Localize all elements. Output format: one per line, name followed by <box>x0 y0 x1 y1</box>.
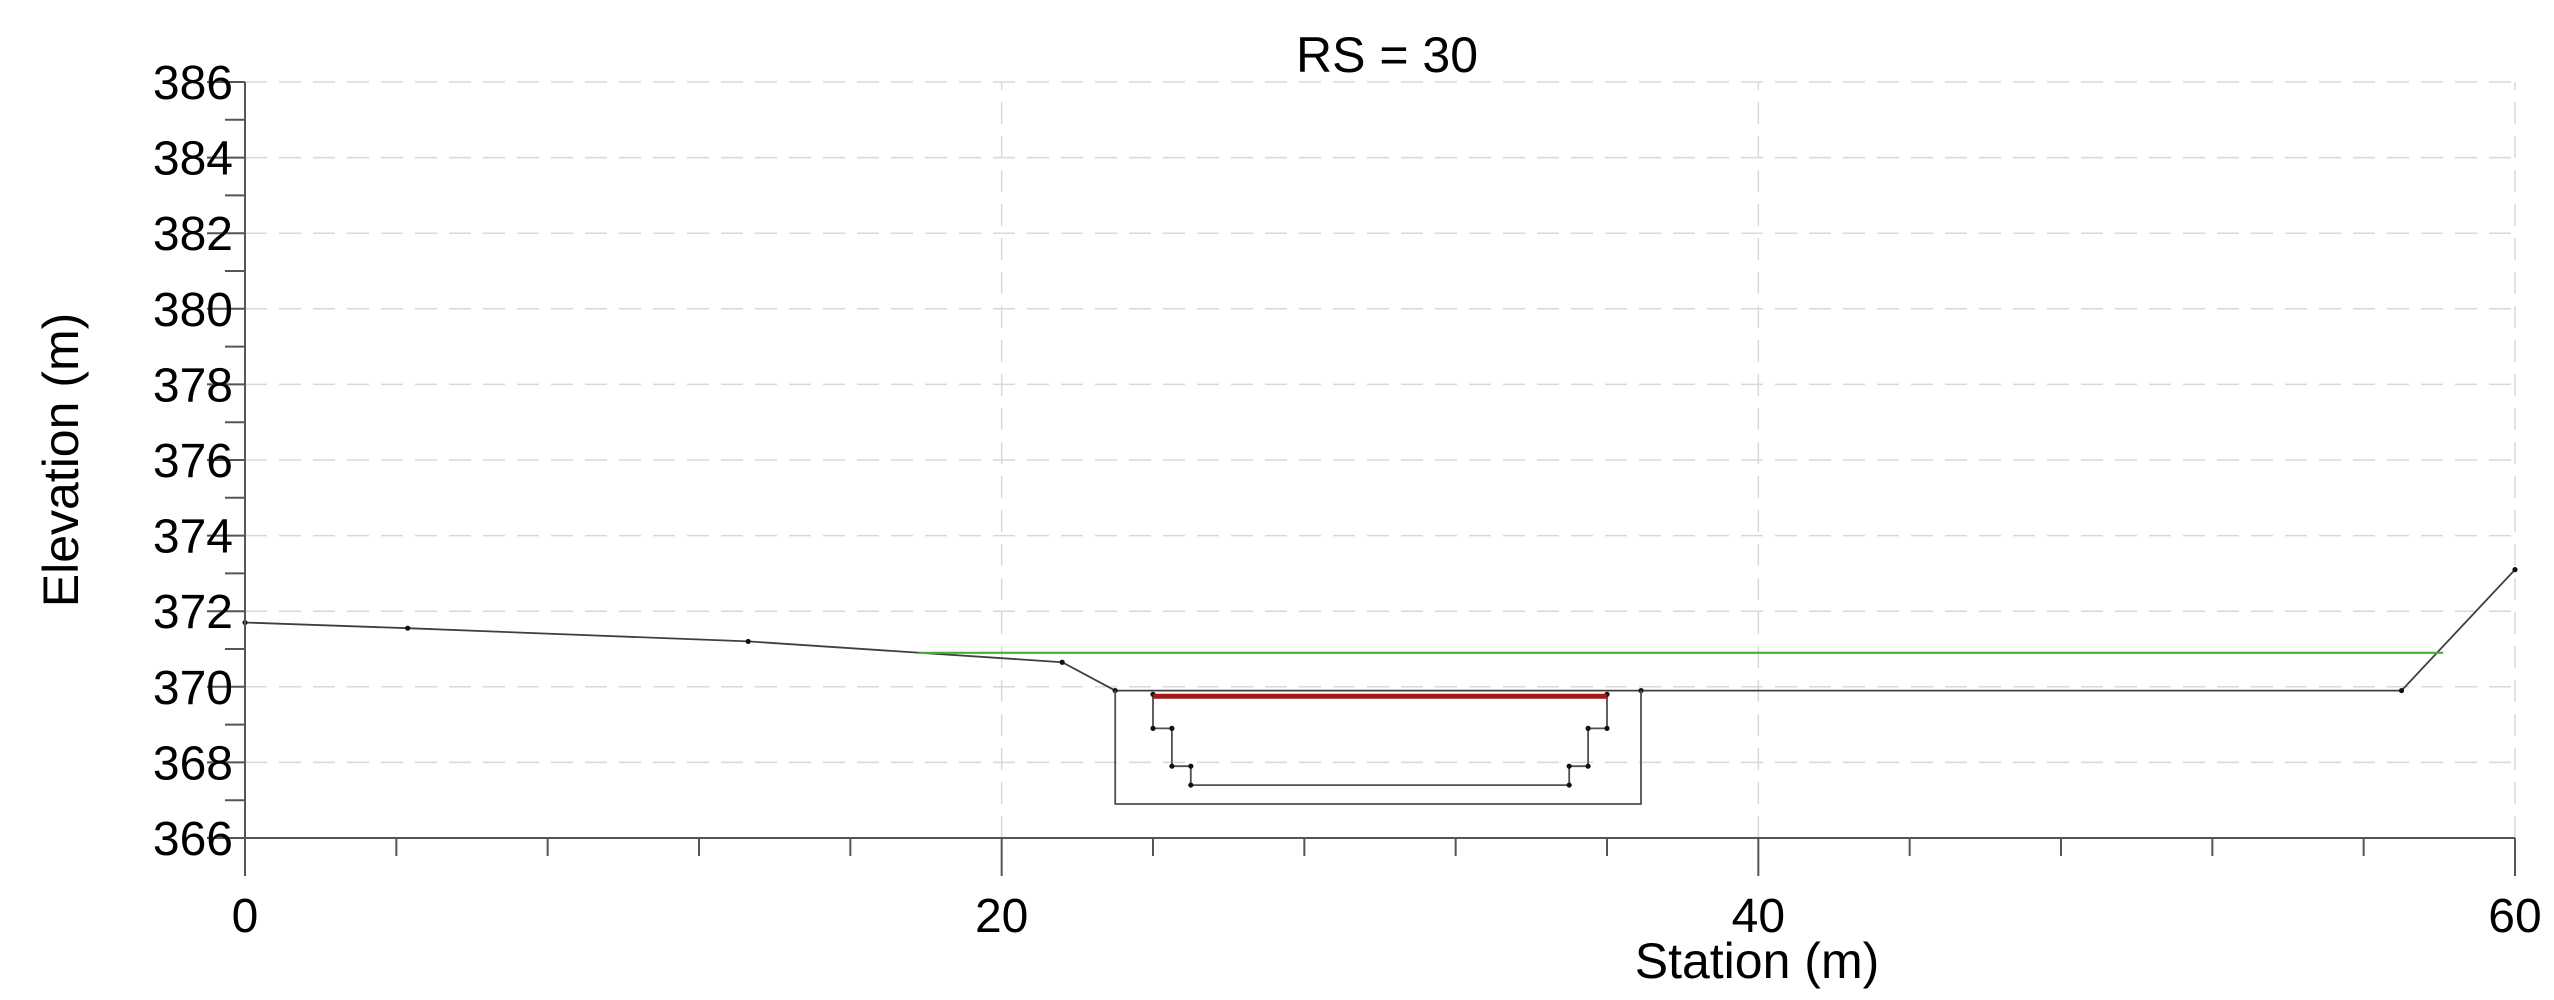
culvert-outer-line <box>1114 690 1642 805</box>
ground-point <box>1112 687 1118 694</box>
culvert-inner-point <box>1585 763 1591 769</box>
y-tick-label: 366 <box>153 813 233 866</box>
axes: 366 368 370 372 374 376 378 380 382 384 386 0 20 40 60 <box>153 57 2542 943</box>
x-tick-label: 0 <box>232 890 259 943</box>
culvert-inner-point <box>1150 725 1156 731</box>
culvert-inner-point <box>1188 782 1194 788</box>
y-tick-label: 370 <box>153 662 233 715</box>
ground-point <box>2512 567 2518 573</box>
chart-title: RS = 30 <box>1296 27 1478 83</box>
culvert-inner-line <box>1152 694 1608 786</box>
y-tick-label: 368 <box>153 737 233 790</box>
y-axis-label: Elevation (m) <box>33 313 89 608</box>
ground-point <box>405 625 411 631</box>
culvert-inner-point <box>1585 725 1591 731</box>
x-tick-label: 40 <box>1732 890 1785 943</box>
culvert-inner-point <box>1604 725 1610 731</box>
culvert-inner-point <box>1169 763 1175 769</box>
y-tick-label: 378 <box>153 359 233 412</box>
x-tick-label: 20 <box>975 890 1028 943</box>
ground-point <box>1638 687 1644 694</box>
ground-point <box>1059 659 1065 665</box>
ground-line <box>244 568 2516 692</box>
y-tick-label: 386 <box>153 57 233 110</box>
x-tick-label: 60 <box>2488 890 2541 943</box>
y-tick-label: 384 <box>153 133 233 186</box>
y-tick-label: 376 <box>153 435 233 488</box>
y-tick-label: 374 <box>153 511 233 564</box>
y-tick-label: 372 <box>153 586 233 639</box>
culvert-inner-point <box>1566 782 1572 788</box>
ground-point <box>745 638 751 645</box>
y-tick-label: 382 <box>153 208 233 261</box>
culvert-inner-point <box>1169 725 1175 731</box>
plot-area <box>242 567 2518 805</box>
x-axis-label: Station (m) <box>1635 933 1880 989</box>
culvert-inner-point <box>1188 763 1194 769</box>
y-tick-label: 380 <box>153 284 233 337</box>
grid-lines <box>245 81 2516 838</box>
culvert-inner-point <box>1566 763 1572 769</box>
ground-point <box>2398 687 2405 694</box>
